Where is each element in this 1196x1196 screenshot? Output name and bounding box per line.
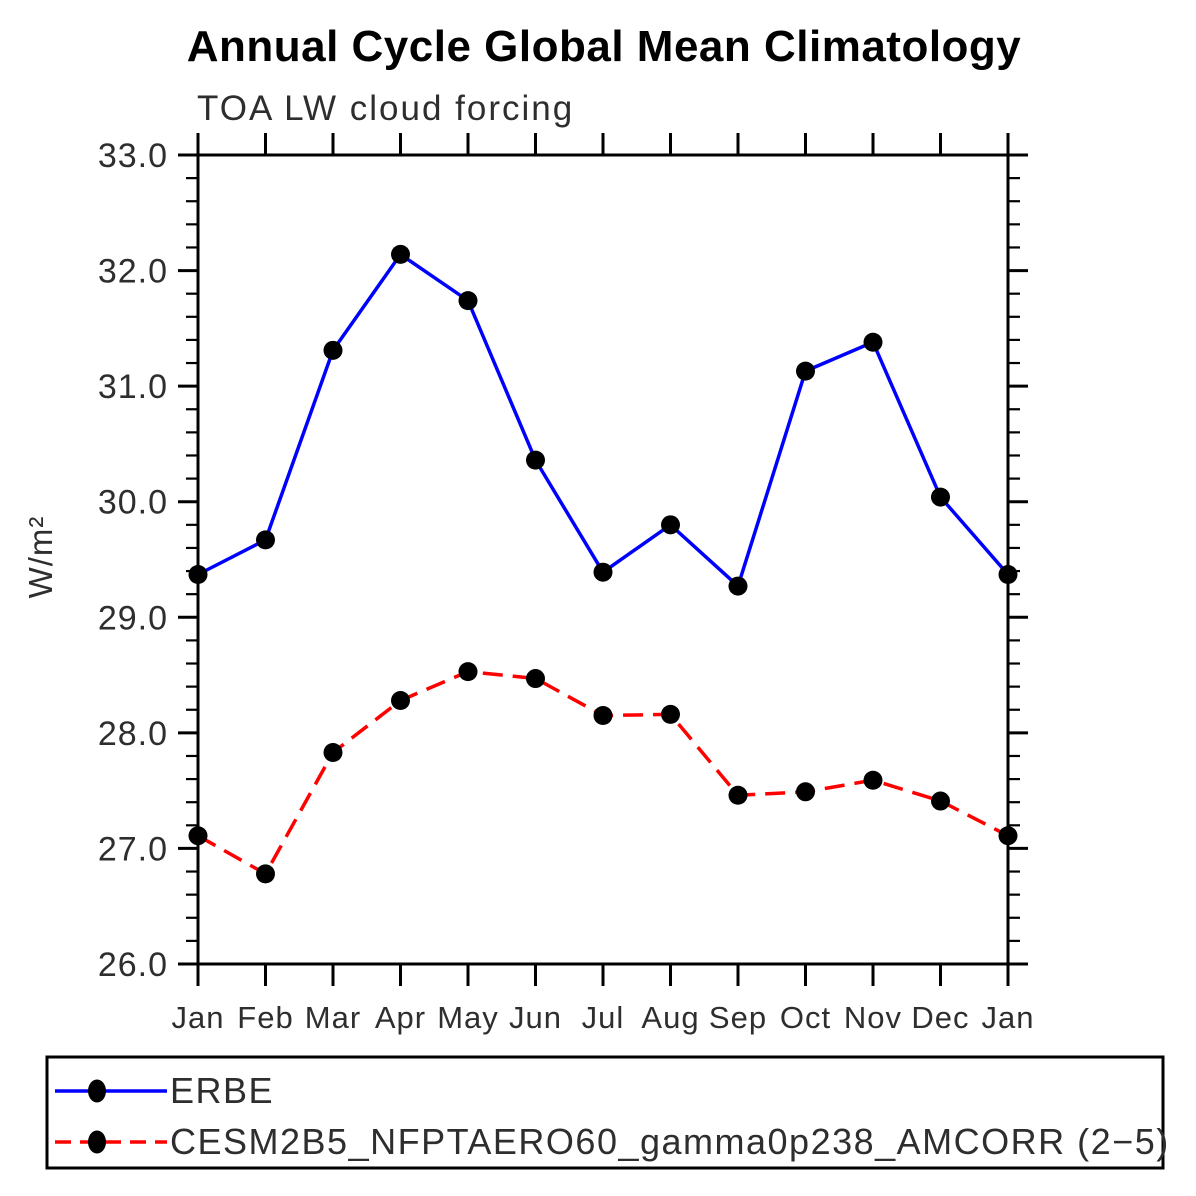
y-axis-label: W/m² bbox=[22, 516, 59, 599]
legend-marker bbox=[88, 1130, 106, 1154]
x-tick-label: Apr bbox=[375, 1000, 426, 1035]
x-tick-label: Dec bbox=[911, 1000, 969, 1035]
data-point bbox=[796, 361, 815, 381]
x-tick-label: Jun bbox=[509, 1000, 562, 1035]
data-point bbox=[188, 565, 208, 585]
data-point bbox=[931, 487, 950, 507]
data-point bbox=[931, 791, 950, 811]
data-point bbox=[458, 291, 478, 311]
data-point bbox=[256, 864, 275, 884]
x-tick-label: Sep bbox=[709, 1000, 767, 1035]
x-tick-label: Feb bbox=[237, 1000, 293, 1035]
data-point bbox=[863, 332, 883, 352]
legend-label: CESM2B5_NFPTAERO60_gamma0p238_AMCORR (2−… bbox=[170, 1121, 1170, 1162]
y-tick-label: 32.0 bbox=[98, 253, 168, 291]
x-tick-label: Jan bbox=[172, 1000, 225, 1035]
y-tick-labels: 26.0 27.0 28.0 29.0 30.0 31.0 32.0 33.0 bbox=[98, 137, 168, 984]
data-point bbox=[593, 562, 613, 582]
x-tick-label: Jul bbox=[582, 1000, 625, 1035]
y-tick-label: 33.0 bbox=[98, 137, 168, 175]
data-point bbox=[661, 515, 680, 535]
data-point bbox=[458, 662, 478, 682]
data-point bbox=[391, 244, 410, 264]
plot-axes bbox=[178, 133, 1028, 986]
data-point bbox=[661, 704, 680, 724]
data-point bbox=[998, 565, 1018, 585]
data-point bbox=[728, 785, 748, 805]
y-tick-label: 26.0 bbox=[98, 946, 168, 984]
legend: ERBE CESM2B5_NFPTAERO60_gamma0p238_AMCORR… bbox=[45, 1055, 1170, 1170]
y-tick-label: 30.0 bbox=[98, 484, 168, 522]
y-tick-label: 31.0 bbox=[98, 368, 168, 406]
x-tick-label: Jan bbox=[982, 1000, 1035, 1035]
data-point bbox=[998, 826, 1018, 846]
legend-label: ERBE bbox=[170, 1070, 274, 1111]
x-tick-label: Aug bbox=[641, 1000, 699, 1035]
data-point bbox=[188, 826, 208, 846]
data-point bbox=[863, 770, 883, 790]
x-tick-label: Nov bbox=[844, 1000, 902, 1035]
chart-subtitle: TOA LW cloud forcing bbox=[197, 89, 574, 128]
chart-title: Annual Cycle Global Mean Climatology bbox=[187, 22, 1022, 71]
x-tick-label: May bbox=[437, 1000, 499, 1035]
series-line-erbe bbox=[197, 251, 1010, 590]
plot-frame bbox=[196, 153, 1010, 966]
y-tick-label: 28.0 bbox=[98, 715, 168, 753]
data-point bbox=[526, 450, 545, 470]
y-tick-label: 29.0 bbox=[98, 599, 168, 637]
data-point bbox=[256, 530, 275, 550]
x-tick-labels: Jan Feb Mar Apr May Jun Jul Aug Sep Oct Nov Dec Jan bbox=[172, 1000, 1035, 1035]
series-line-model bbox=[197, 669, 1009, 877]
data-point bbox=[728, 576, 748, 596]
y-tick-label: 27.0 bbox=[98, 830, 168, 868]
data-point bbox=[391, 690, 410, 710]
data-point bbox=[593, 706, 613, 726]
data-series bbox=[188, 244, 1018, 884]
x-tick-label: Mar bbox=[305, 1000, 361, 1035]
legend-box bbox=[45, 1055, 1165, 1170]
data-point bbox=[323, 340, 343, 360]
x-tick-label: Oct bbox=[780, 1000, 831, 1035]
legend-marker bbox=[88, 1079, 106, 1103]
data-point bbox=[323, 743, 343, 763]
data-point bbox=[796, 782, 815, 802]
data-point bbox=[526, 669, 545, 689]
